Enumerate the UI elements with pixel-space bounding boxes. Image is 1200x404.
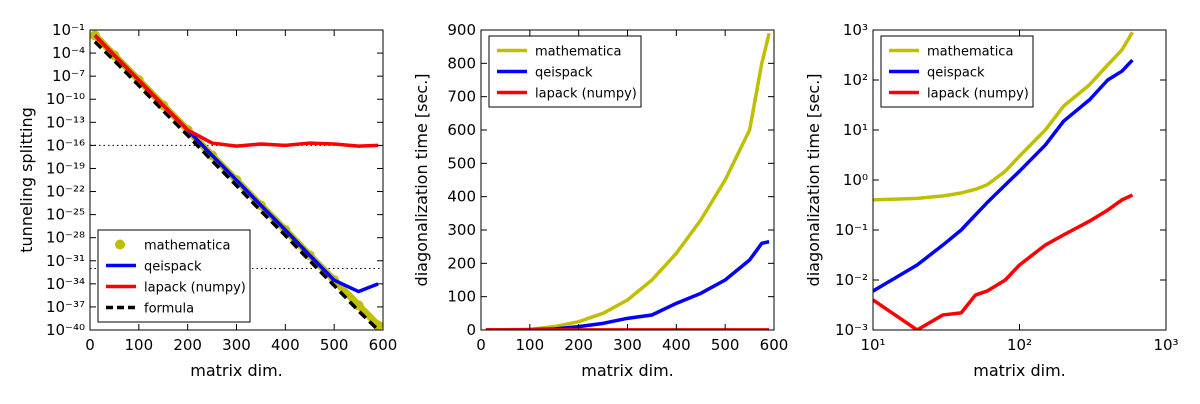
legend-label: mathematica bbox=[144, 239, 230, 254]
legend-label: formula bbox=[144, 302, 194, 317]
legend-label: qeispack bbox=[535, 66, 593, 81]
x-tick-label: 200 bbox=[173, 336, 202, 354]
legend-label: lapack (numpy) bbox=[927, 87, 1029, 102]
y-tick-label: 10⁻⁷ bbox=[52, 67, 85, 85]
x-tick-label: 10¹ bbox=[860, 336, 885, 354]
y-tick-label: 10⁻²² bbox=[46, 183, 85, 201]
legend: mathematica qeispack lapack (numpy) bbox=[488, 35, 642, 108]
x-tick-label: 200 bbox=[564, 336, 593, 354]
y-tick-label: 500 bbox=[447, 154, 476, 172]
y-tick-label: 200 bbox=[447, 254, 476, 272]
x-tick-label: 400 bbox=[271, 336, 300, 354]
x-tick-label: 500 bbox=[320, 336, 349, 354]
y-tick-label: 600 bbox=[447, 121, 476, 139]
x-tick-label: 0 bbox=[85, 336, 95, 354]
legend-label: lapack (numpy) bbox=[535, 87, 637, 102]
y-tick-label: 10⁻¹ bbox=[835, 221, 868, 239]
series-line bbox=[93, 34, 379, 148]
series-line bbox=[873, 31, 1134, 202]
x-tick-label: 100 bbox=[125, 336, 154, 354]
x-tick-label: 600 bbox=[369, 336, 398, 354]
y-tick-label: 10⁻²⁵ bbox=[46, 206, 85, 224]
x-tick-label: 600 bbox=[760, 336, 789, 354]
x-axis-label: matrix dim. bbox=[973, 361, 1066, 380]
x-tick-label: 400 bbox=[662, 336, 691, 354]
y-tick-label: 0 bbox=[466, 321, 476, 339]
y-tick-label: 10⁻¹⁹ bbox=[46, 159, 85, 177]
legend-label: lapack (numpy) bbox=[144, 281, 246, 296]
y-tick-label: 10⁻³⁴ bbox=[46, 275, 85, 293]
y-tick-label: 10⁻¹⁰ bbox=[46, 90, 85, 108]
y-axis-label: diagonalization time [sec.] bbox=[412, 74, 431, 287]
y-axis-label: tunneling splitting bbox=[17, 107, 36, 252]
legend-swatch bbox=[115, 239, 125, 250]
y-tick-label: 100 bbox=[447, 288, 476, 306]
plot-area bbox=[90, 30, 383, 330]
y-tick-label: 10⁻¹³ bbox=[46, 113, 85, 131]
legend-label: qeispack bbox=[144, 260, 202, 275]
legend: mathematica qeispack lapack (numpy) formula bbox=[97, 229, 251, 323]
y-tick-label: 300 bbox=[447, 221, 476, 239]
y-tick-label: 10⁻² bbox=[835, 271, 868, 289]
x-tick-label: 300 bbox=[613, 336, 642, 354]
x-tick-label: 300 bbox=[222, 336, 251, 354]
series-line bbox=[93, 40, 380, 330]
y-tick-label: 400 bbox=[447, 188, 476, 206]
series-line bbox=[873, 58, 1134, 293]
y-tick-label: 900 bbox=[447, 21, 476, 39]
y-axis-label: diagonalization time [sec.] bbox=[804, 74, 823, 287]
y-tick-label: 10⁻⁴⁰ bbox=[46, 321, 85, 339]
x-tick-label: 10² bbox=[1007, 336, 1032, 354]
x-axis-label: matrix dim. bbox=[190, 361, 283, 380]
legend-label: qeispack bbox=[927, 66, 985, 81]
series-line bbox=[485, 239, 770, 330]
x-tick-label: 0 bbox=[476, 336, 486, 354]
legend: mathematica qeispack lapack (numpy) bbox=[880, 35, 1034, 108]
y-tick-label: 10⁰ bbox=[843, 171, 868, 189]
y-tick-label: 10⁻²⁸ bbox=[46, 229, 85, 247]
y-tick-label: 10⁻⁴ bbox=[52, 44, 85, 62]
y-tick-label: 10⁻¹⁶ bbox=[46, 136, 85, 154]
y-tick-label: 10⁻³⁷ bbox=[46, 298, 85, 316]
series-line bbox=[873, 193, 1134, 330]
x-axis-label: matrix dim. bbox=[581, 361, 674, 380]
legend-label: mathematica bbox=[927, 45, 1013, 60]
plot-area bbox=[873, 31, 1134, 330]
legend-label: mathematica bbox=[535, 45, 621, 60]
y-tick-label: 10⁻¹ bbox=[52, 21, 85, 39]
series-line bbox=[485, 32, 771, 330]
y-tick-label: 800 bbox=[447, 54, 476, 72]
y-tick-label: 700 bbox=[447, 88, 476, 106]
y-tick-label: 10⁻³ bbox=[835, 321, 868, 339]
x-tick-label: 100 bbox=[516, 336, 545, 354]
y-tick-label: 10³ bbox=[843, 21, 868, 39]
x-tick-label: 500 bbox=[711, 336, 740, 354]
y-tick-label: 10¹ bbox=[843, 121, 868, 139]
y-tick-label: 10² bbox=[843, 71, 868, 89]
x-tick-label: 10³ bbox=[1153, 336, 1178, 354]
y-tick-label: 10⁻³¹ bbox=[46, 252, 85, 270]
